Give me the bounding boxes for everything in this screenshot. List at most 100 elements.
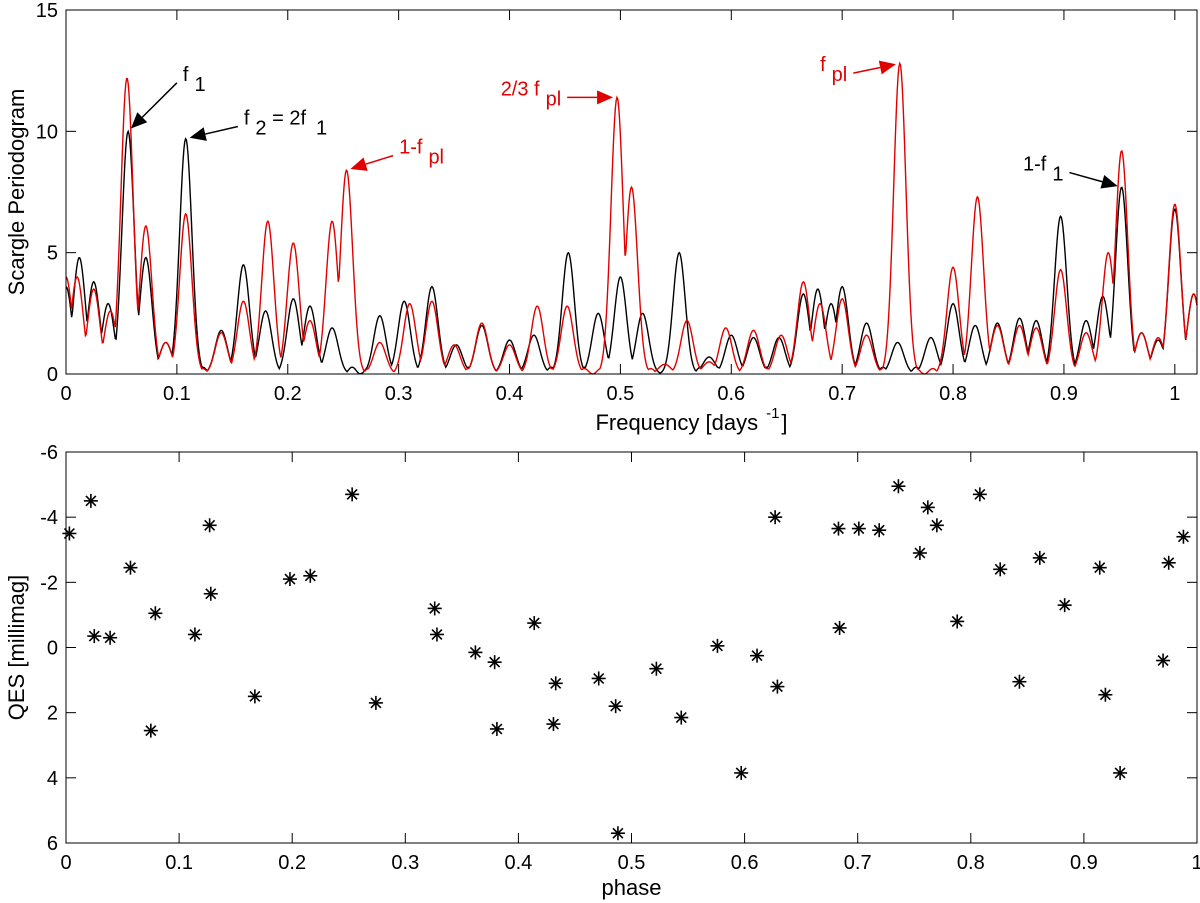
phase-data-point	[187, 627, 202, 642]
annotation-label-main: 2/3 f	[501, 78, 540, 100]
phase-y-tick-label: 4	[47, 768, 58, 790]
phase-x-tick-label: 0.4	[504, 852, 532, 874]
annotation-label: f pl	[820, 54, 847, 86]
phase-data-point	[148, 606, 163, 621]
phase-data-point	[1032, 550, 1047, 565]
phase-data-point	[674, 710, 689, 725]
phase-data-point	[123, 560, 138, 575]
periodogram-x-tick-label: 0	[60, 383, 71, 405]
annotation-arrow-shaft	[1069, 171, 1103, 183]
phase-data-point	[610, 826, 625, 841]
periodogram-x-tick-label: 1	[1169, 383, 1180, 405]
annotation-arrow-shaft	[205, 125, 239, 135]
phase-data-point	[750, 648, 765, 663]
phase-x-tick-label: 0.5	[618, 852, 646, 874]
periodogram-axes-box	[65, 9, 1198, 375]
annotation-arrow-head	[189, 127, 207, 141]
periodogram-x-axis-label: Frequency [days -1]	[595, 405, 787, 435]
periodogram-x-tick-label: 0.5	[607, 383, 635, 405]
phase-data-point	[831, 521, 846, 536]
annotation-arrow-head	[130, 112, 148, 129]
periodogram-x-tick-label: 0.4	[496, 383, 524, 405]
phase-data-point	[83, 493, 98, 508]
annotation-arrow-head	[878, 60, 896, 75]
phase-data-point	[608, 699, 623, 714]
phase-panel: 0 0.1 0.2 0.3 0.4 0.5 0.6 0.7 0.8 0.9 1-6-4-20246 …	[4, 442, 1200, 900]
periodogram-y-tick-label: 5	[47, 243, 58, 265]
phase-data-point	[203, 586, 218, 601]
phase-x-tick-label: 0.1	[165, 852, 193, 874]
phase-data-point	[87, 629, 102, 644]
phase-x-tick-label: 0.7	[844, 852, 872, 874]
phase-data-point	[368, 695, 383, 710]
phase-data-point	[972, 487, 987, 502]
periodogram-y-axis-label: Scargle Periodogram	[4, 89, 29, 296]
phase-data-point	[1113, 765, 1128, 780]
annotation-label-main: f	[183, 64, 189, 86]
phase-data-point	[489, 721, 504, 736]
annotation-arrow-head	[1100, 175, 1118, 189]
periodogram-y-tick-label: 0	[47, 364, 58, 386]
annotation-arrow-shaft	[365, 154, 394, 165]
phase-data-point	[429, 627, 444, 642]
phase-data-point	[62, 526, 77, 541]
periodogram-x-axis-label-bracket: ]	[781, 410, 787, 435]
phase-data-point	[872, 523, 887, 538]
phase-data-point	[993, 562, 1008, 577]
phase-data-point	[1092, 560, 1107, 575]
phase-x-tick-label: 0	[60, 852, 71, 874]
phase-ticks: 0 0.1 0.2 0.3 0.4 0.5 0.6 0.7 0.8 0.9 1 -6 -4 -2 0 2 4 6	[40, 442, 1200, 874]
phase-data-point	[1156, 653, 1171, 668]
annotation-arrow-shaft	[141, 82, 178, 118]
periodogram-annotations: f 1f 2 = 2f 11-f pl2/3 f plf pl1-f 1	[130, 54, 1118, 189]
phase-y-tick-label: -4	[40, 507, 58, 529]
phase-data-point	[851, 521, 866, 536]
phase-data-point	[1098, 687, 1113, 702]
phase-data-point	[546, 717, 561, 732]
periodogram-x-tick-label: 0.6	[717, 383, 745, 405]
phase-x-axis-label: phase	[602, 875, 662, 900]
phase-x-tick-label: 0.9	[1070, 852, 1098, 874]
phase-x-tick-label: 1	[1191, 852, 1200, 874]
phase-y-axis-label: QES [millimag]	[4, 575, 29, 720]
annotation-label-main: f	[820, 54, 826, 76]
periodogram-x-tick-label: 0.3	[385, 383, 413, 405]
periodogram-x-axis-label-superscript: -1	[766, 405, 779, 422]
periodogram-series-red	[65, 61, 1198, 375]
phase-data-point	[1012, 674, 1027, 689]
phase-data-point	[468, 645, 483, 660]
periodogram-curves	[65, 61, 1198, 375]
periodogram-x-tick-label: 0.8	[939, 383, 967, 405]
phase-data-point	[247, 689, 262, 704]
phase-data-point	[1057, 598, 1072, 613]
annotation-label-subscript: 1	[1052, 164, 1063, 186]
annotation-arrow-head	[350, 157, 368, 171]
phase-data-point	[649, 661, 664, 676]
phase-y-tick-label: 6	[47, 833, 58, 855]
phase-data-point	[920, 500, 935, 515]
phase-data-point	[143, 723, 158, 738]
phase-data-point	[929, 518, 944, 533]
phase-data-point	[891, 479, 906, 494]
phase-data-point	[912, 546, 927, 561]
phase-y-tick-label: -6	[40, 442, 58, 464]
annotation-label-subscript: pl	[832, 64, 848, 86]
annotation-label-main: 1-f	[1023, 154, 1047, 176]
annotation-label-main: f	[244, 107, 250, 129]
phase-data-point	[345, 487, 360, 502]
phase-data-point	[768, 510, 783, 525]
phase-y-tick-label: -2	[40, 572, 58, 594]
phase-x-tick-label: 0.2	[278, 852, 306, 874]
annotation-label-subscript-2: 1	[316, 117, 327, 139]
phase-axes-box	[65, 451, 1198, 844]
periodogram-x-tick-label: 0.7	[828, 383, 856, 405]
phase-y-tick-label: 2	[47, 703, 58, 725]
periodogram-x-tick-label: 0.9	[1050, 383, 1078, 405]
phase-y-tick-label: 0	[47, 638, 58, 660]
phase-data-point	[427, 601, 442, 616]
phase-data-point	[710, 638, 725, 653]
